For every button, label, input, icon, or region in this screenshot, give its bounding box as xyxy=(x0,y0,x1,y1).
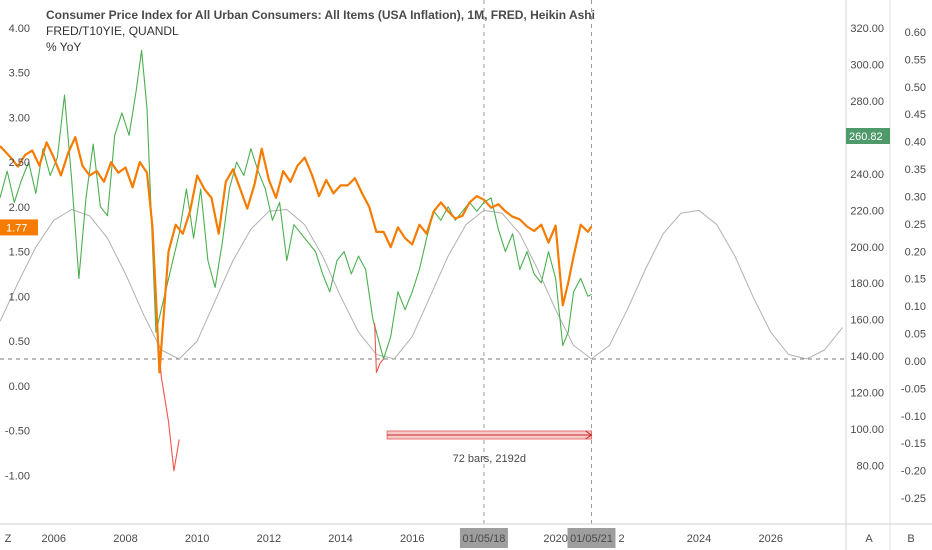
y-right-tick-label: -0.05 xyxy=(901,383,926,395)
y-left-tick-label: 0.00 xyxy=(9,381,30,393)
x-tick-label: 2014 xyxy=(328,533,352,545)
y-right-tick-label: 0.45 xyxy=(905,109,926,121)
y-price-tick-label: 240.00 xyxy=(850,169,884,181)
measure-arrow-icon xyxy=(585,430,593,440)
edge-label-a: A xyxy=(865,533,873,545)
y-right-tick-label: 0.25 xyxy=(905,219,926,231)
y-price-tick-label: 200.00 xyxy=(850,242,884,254)
y-price-tick-label: 120.00 xyxy=(850,388,884,400)
x-tick-label: 2010 xyxy=(185,533,209,545)
y-left-tick-label: 3.50 xyxy=(9,68,30,80)
left-value-badge: 1.77 xyxy=(6,222,27,234)
y-price-tick-label: 280.00 xyxy=(850,96,884,108)
y-price-tick-label: 180.00 xyxy=(850,278,884,290)
price-value-badge: 260.82 xyxy=(849,131,883,143)
y-right-tick-label: -0.20 xyxy=(901,466,926,478)
series-line-red-3 xyxy=(374,323,385,373)
measure-tool[interactable]: 72 bars, 2192d xyxy=(386,430,593,465)
y-right-tick-label: 0.15 xyxy=(905,274,926,286)
y-price-tick-label: 300.00 xyxy=(850,60,884,72)
series-line-orange-0 xyxy=(0,136,593,374)
series-layer xyxy=(0,49,843,472)
y-right-tick-label: 0.20 xyxy=(905,246,926,258)
y-left-tick-label: 2.50 xyxy=(9,157,30,169)
y-right-tick-label: 0.30 xyxy=(905,191,926,203)
y-right-tick-label: -0.15 xyxy=(901,438,926,450)
x-tick-label: 2020 xyxy=(543,533,567,545)
edge-label-b: B xyxy=(907,533,914,545)
y-right-tick-label: 0.00 xyxy=(905,356,926,368)
y-price-tick-label: 100.00 xyxy=(850,424,884,436)
price-badges: 1.77 260.82 01/05/18 01/05/21 2 xyxy=(0,128,890,548)
legend-title: Consumer Price Index for All Urban Consu… xyxy=(46,8,595,22)
series-line-green-1 xyxy=(0,49,592,360)
reference-lines xyxy=(0,0,846,524)
y-left-tick-label: -1.00 xyxy=(5,470,30,482)
x-tick-label: 2012 xyxy=(257,533,281,545)
y-price-tick-label: 140.00 xyxy=(850,351,884,363)
y-left-tick-label: 1.00 xyxy=(9,291,30,303)
y-price-tick-label: 80.00 xyxy=(856,460,884,472)
legend-line-3: % YoY xyxy=(46,40,82,54)
legend-line-2: FRED/T10YIE, QUANDL xyxy=(46,24,179,38)
price-value-badge-bg xyxy=(846,128,890,145)
date-badge-extra: 2 xyxy=(618,533,624,545)
chart-legend: Consumer Price Index for All Urban Consu… xyxy=(46,7,595,55)
date-badge-bg-0 xyxy=(459,528,508,548)
y-right-tick-label: 0.50 xyxy=(905,82,926,94)
y-price-tick-label: 160.00 xyxy=(850,315,884,327)
y-right-tick-label: -0.10 xyxy=(901,411,926,423)
x-tick-label: 2026 xyxy=(758,533,782,545)
left-value-badge-bg xyxy=(0,219,38,236)
y-left-tick-label: 2.00 xyxy=(9,202,30,214)
y-right-tick-label: 0.40 xyxy=(905,137,926,149)
y-left-tick-label: 0.50 xyxy=(9,336,30,348)
y-left-tick-label: -0.50 xyxy=(5,426,30,438)
y-right-tick-label: 0.10 xyxy=(905,301,926,313)
y-right-tick-label: 0.05 xyxy=(905,329,926,341)
y-price-tick-label: 320.00 xyxy=(850,23,884,35)
y-right-tick-label: 0.60 xyxy=(905,27,926,39)
x-tick-label: 2024 xyxy=(687,533,711,545)
x-tick-label: 2008 xyxy=(113,533,137,545)
date-badge-label: 01/05/18 xyxy=(463,533,506,545)
y-left-tick-label: 1.50 xyxy=(9,247,30,259)
x-tick-label: 2016 xyxy=(400,533,424,545)
date-badge-bg-1 xyxy=(567,528,616,548)
x-tick-label: 2006 xyxy=(42,533,66,545)
y-left-tick-label: 3.00 xyxy=(9,112,30,124)
y-right-tick-label: 0.55 xyxy=(905,54,926,66)
date-badge-label: 01/05/21 xyxy=(570,533,613,545)
y-left-tick-label: 4.00 xyxy=(9,23,30,35)
measure-label: 72 bars, 2192d xyxy=(453,453,526,465)
y-right-tick-label: 0.35 xyxy=(905,164,926,176)
y-right-tick-label: -0.25 xyxy=(901,493,926,505)
edge-label-z: Z xyxy=(5,533,12,545)
y-price-tick-label: 220.00 xyxy=(850,205,884,217)
series-line-gray_wave-4 xyxy=(0,209,843,360)
